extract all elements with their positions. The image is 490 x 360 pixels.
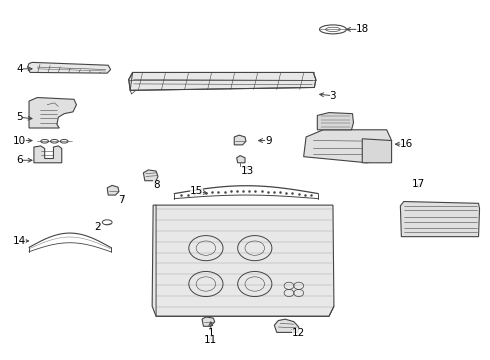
Polygon shape	[274, 319, 299, 332]
Polygon shape	[362, 139, 392, 163]
Text: 3: 3	[330, 91, 336, 101]
Text: 13: 13	[241, 166, 254, 176]
Text: 2: 2	[94, 222, 101, 231]
Polygon shape	[152, 205, 334, 316]
Text: 5: 5	[16, 112, 23, 122]
Text: 17: 17	[412, 179, 425, 189]
Polygon shape	[304, 130, 392, 163]
Text: 11: 11	[204, 334, 218, 345]
Text: 18: 18	[356, 24, 369, 35]
Text: 10: 10	[13, 136, 26, 145]
Text: 6: 6	[16, 155, 23, 165]
Polygon shape	[34, 146, 62, 163]
Polygon shape	[129, 72, 316, 90]
Text: 16: 16	[400, 139, 413, 149]
Text: 15: 15	[190, 186, 203, 197]
Polygon shape	[234, 135, 246, 145]
Polygon shape	[29, 98, 76, 128]
Text: 14: 14	[13, 236, 26, 246]
Text: 9: 9	[265, 136, 272, 145]
Polygon shape	[318, 113, 353, 130]
Polygon shape	[144, 170, 158, 181]
Text: 4: 4	[16, 64, 23, 74]
Polygon shape	[107, 185, 119, 195]
Text: 8: 8	[153, 180, 159, 190]
Polygon shape	[400, 202, 480, 237]
Polygon shape	[202, 317, 215, 326]
Polygon shape	[27, 62, 111, 73]
Text: 12: 12	[292, 328, 305, 338]
Text: 7: 7	[119, 195, 125, 205]
Text: 1: 1	[207, 328, 214, 338]
Polygon shape	[237, 156, 245, 163]
